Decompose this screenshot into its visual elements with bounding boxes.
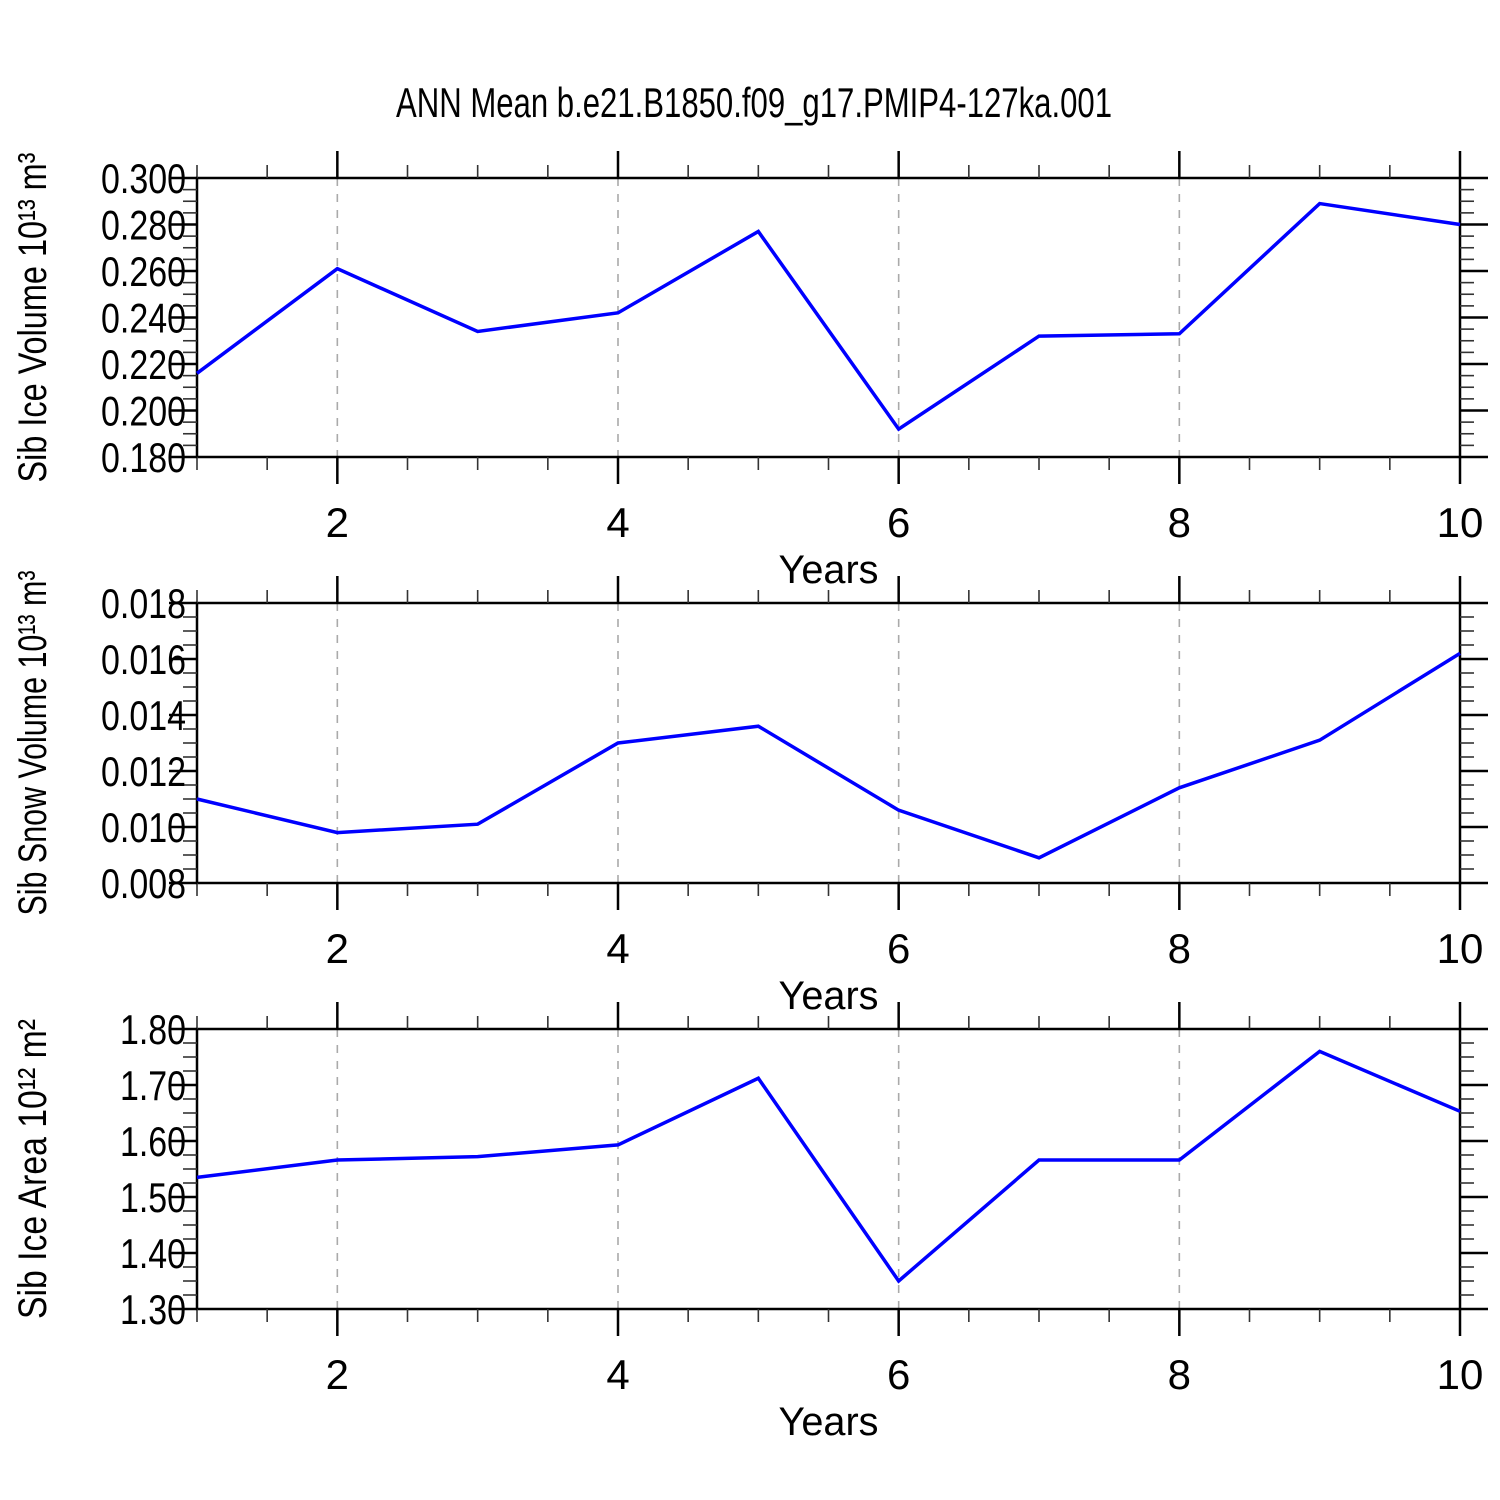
x-axis-title: Years [779, 974, 879, 1018]
panels-group: 2 4 6 8 10 0.1800.2000.2200.2400.2600.2800.30… [11, 151, 1488, 1444]
panel-1: 2 4 6 8 10 0.1800.2000.2200.2400.2600.2800.30… [11, 151, 1488, 592]
y-tick-label-0.220: 0.220 [101, 341, 186, 388]
plot-frame [195, 601, 1462, 885]
y-tick-label-0.260: 0.260 [101, 248, 186, 295]
y-tick-label-0.008: 0.008 [101, 860, 186, 907]
x-tick-label-4: 4 [606, 925, 629, 972]
x-axis-title: Years [779, 548, 879, 592]
x-tick-label-6: 6 [887, 1351, 910, 1398]
y-tick-label-0.180: 0.180 [101, 434, 186, 481]
y-tick-label-1.40: 1.40 [120, 1230, 186, 1277]
x-axis-title: Years [779, 1400, 879, 1444]
y-tick-label-0.240: 0.240 [101, 295, 186, 342]
x-tick-label-8: 8 [1168, 1351, 1191, 1398]
x-tick-label-8: 8 [1168, 499, 1191, 546]
y-tick-label-0.010: 0.010 [101, 804, 186, 851]
y-tick-label-0.280: 0.280 [101, 202, 186, 249]
data-line [196, 651, 1461, 860]
y-tick-label-0.018: 0.018 [101, 580, 186, 627]
plot-frame [195, 1027, 1462, 1311]
x-tick-label-10: 10 [1437, 1351, 1484, 1398]
y-tick-label-0.012: 0.012 [101, 748, 186, 795]
x-tick-label-6: 6 [887, 499, 910, 546]
y-tick-label-0.014: 0.014 [101, 692, 186, 739]
y-axis-title: Sib Ice Volume 10¹³ m³ [11, 153, 55, 483]
y-tick-label-0.200: 0.200 [101, 388, 186, 435]
x-tick-label-6: 6 [887, 925, 910, 972]
x-tick-label-2: 2 [326, 499, 349, 546]
figure-title: ANN Mean b.e21.B1850.f09_g17.PMIP4-127ka… [396, 79, 1112, 126]
x-tick-label-10: 10 [1437, 499, 1484, 546]
y-tick-label-1.60: 1.60 [120, 1118, 186, 1165]
y-tick-label-1.50: 1.50 [120, 1174, 186, 1221]
x-tick-label-8: 8 [1168, 925, 1191, 972]
x-tick-label-2: 2 [326, 1351, 349, 1398]
panel-3: 2 4 6 8 10 1.30 1.40 1.50 1.60 1.70 1.80 Years Sib I… [11, 1002, 1488, 1444]
y-axis-title: Sib Ice Area 10¹² m² [11, 1019, 55, 1319]
x-tick-label-4: 4 [606, 499, 629, 546]
y-tick-label-1.80: 1.80 [120, 1006, 186, 1053]
x-tick-label-10: 10 [1437, 925, 1484, 972]
plot-frame [195, 176, 1462, 459]
x-tick-label-4: 4 [606, 1351, 629, 1398]
y-axis-title: Sib Snow Volume 10¹³ m³ [11, 571, 55, 916]
panel-2: 2 4 6 8 10 0.008 0.010 0.012 0.014 0.016 0.018 Year… [11, 571, 1488, 1018]
y-tick-label-0.016: 0.016 [101, 636, 186, 683]
data-line [195, 201, 1461, 432]
y-tick-label-1.30: 1.30 [120, 1286, 186, 1333]
data-line [196, 1049, 1461, 1284]
y-tick-label-0.300: 0.300 [101, 155, 186, 202]
x-tick-label-2: 2 [326, 925, 349, 972]
y-tick-label-1.70: 1.70 [120, 1062, 186, 1109]
